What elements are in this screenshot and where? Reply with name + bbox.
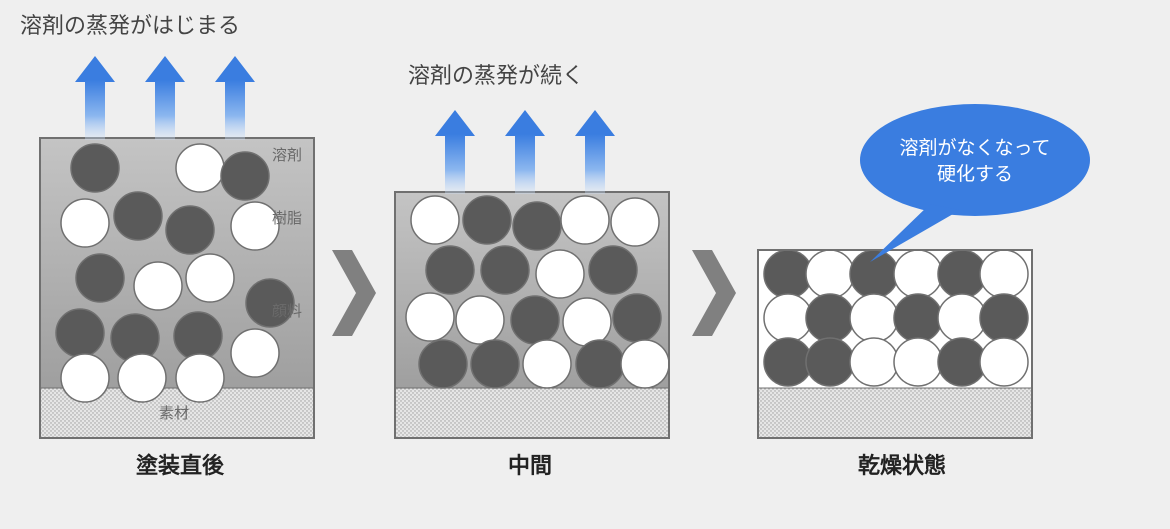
resin-circle — [523, 340, 571, 388]
label-solvent: 溶剤 — [272, 147, 302, 164]
resin-circle — [621, 340, 669, 388]
pigment-circle — [938, 338, 986, 386]
resin-circle — [176, 354, 224, 402]
resin-circle — [61, 199, 109, 247]
pigment-circle — [114, 192, 162, 240]
resin-circle — [894, 338, 942, 386]
speech-bubble: 溶剤がなくなって硬化する — [860, 104, 1090, 262]
resin-circle — [563, 298, 611, 346]
resin-circle — [894, 250, 942, 298]
resin-circle — [456, 296, 504, 344]
resin-circle — [411, 196, 459, 244]
pigment-circle — [221, 152, 269, 200]
caption-stage1: 溶剤の蒸発がはじまる — [20, 8, 240, 40]
pigment-circle — [166, 206, 214, 254]
pigment-circle — [419, 340, 467, 388]
chevron-icon — [692, 250, 736, 336]
resin-circle — [850, 338, 898, 386]
resin-circle — [176, 144, 224, 192]
pigment-circle — [511, 296, 559, 344]
pigment-circle — [980, 294, 1028, 342]
pigment-circle — [806, 294, 854, 342]
pigment-circle — [938, 250, 986, 298]
stage-label-2: 中間 — [480, 448, 580, 480]
label-resin: 樹脂 — [272, 210, 302, 227]
stage-label-3: 乾燥状態 — [832, 448, 972, 480]
evaporation-arrow-icon — [575, 110, 615, 194]
pigment-circle — [764, 250, 812, 298]
stage-s2 — [395, 192, 669, 438]
pigment-circle — [481, 246, 529, 294]
stage-s1: 溶剤樹脂顔料素材 — [40, 138, 314, 438]
pigment-circle — [463, 196, 511, 244]
stage-label-1: 塗装直後 — [110, 448, 250, 480]
pigment-circle — [613, 294, 661, 342]
resin-circle — [231, 329, 279, 377]
resin-circle — [134, 262, 182, 310]
pigment-circle — [56, 309, 104, 357]
resin-circle — [611, 198, 659, 246]
pigment-circle — [76, 254, 124, 302]
resin-circle — [980, 250, 1028, 298]
pigment-circle — [850, 250, 898, 298]
resin-circle — [764, 294, 812, 342]
evaporation-arrow-icon — [75, 56, 115, 140]
pigment-circle — [426, 246, 474, 294]
resin-circle — [806, 250, 854, 298]
caption-stage2: 溶剤の蒸発が続く — [408, 58, 584, 90]
stage-s3 — [758, 250, 1032, 438]
bubble-text-line1: 溶剤がなくなって — [899, 137, 1050, 159]
pigment-circle — [71, 144, 119, 192]
pigment-circle — [513, 202, 561, 250]
pigment-circle — [471, 340, 519, 388]
label-pigment: 顔料 — [272, 303, 302, 320]
pigment-circle — [894, 294, 942, 342]
label-substrate: 素材 — [159, 405, 189, 422]
pigment-circle — [576, 340, 624, 388]
evaporation-arrow-icon — [145, 56, 185, 140]
pigment-circle — [806, 338, 854, 386]
evaporation-arrow-icon — [505, 110, 545, 194]
resin-circle — [561, 196, 609, 244]
resin-circle — [938, 294, 986, 342]
resin-circle — [118, 354, 166, 402]
resin-circle — [406, 293, 454, 341]
evaporation-arrow-icon — [435, 110, 475, 194]
pigment-circle — [764, 338, 812, 386]
chevron-icon — [332, 250, 376, 336]
resin-circle — [536, 250, 584, 298]
resin-circle — [186, 254, 234, 302]
resin-circle — [850, 294, 898, 342]
evaporation-arrow-icon — [215, 56, 255, 140]
bubble-text-line2: 硬化する — [937, 163, 1013, 185]
pigment-circle — [589, 246, 637, 294]
pigment-circle — [174, 312, 222, 360]
resin-circle — [61, 354, 109, 402]
resin-circle — [980, 338, 1028, 386]
